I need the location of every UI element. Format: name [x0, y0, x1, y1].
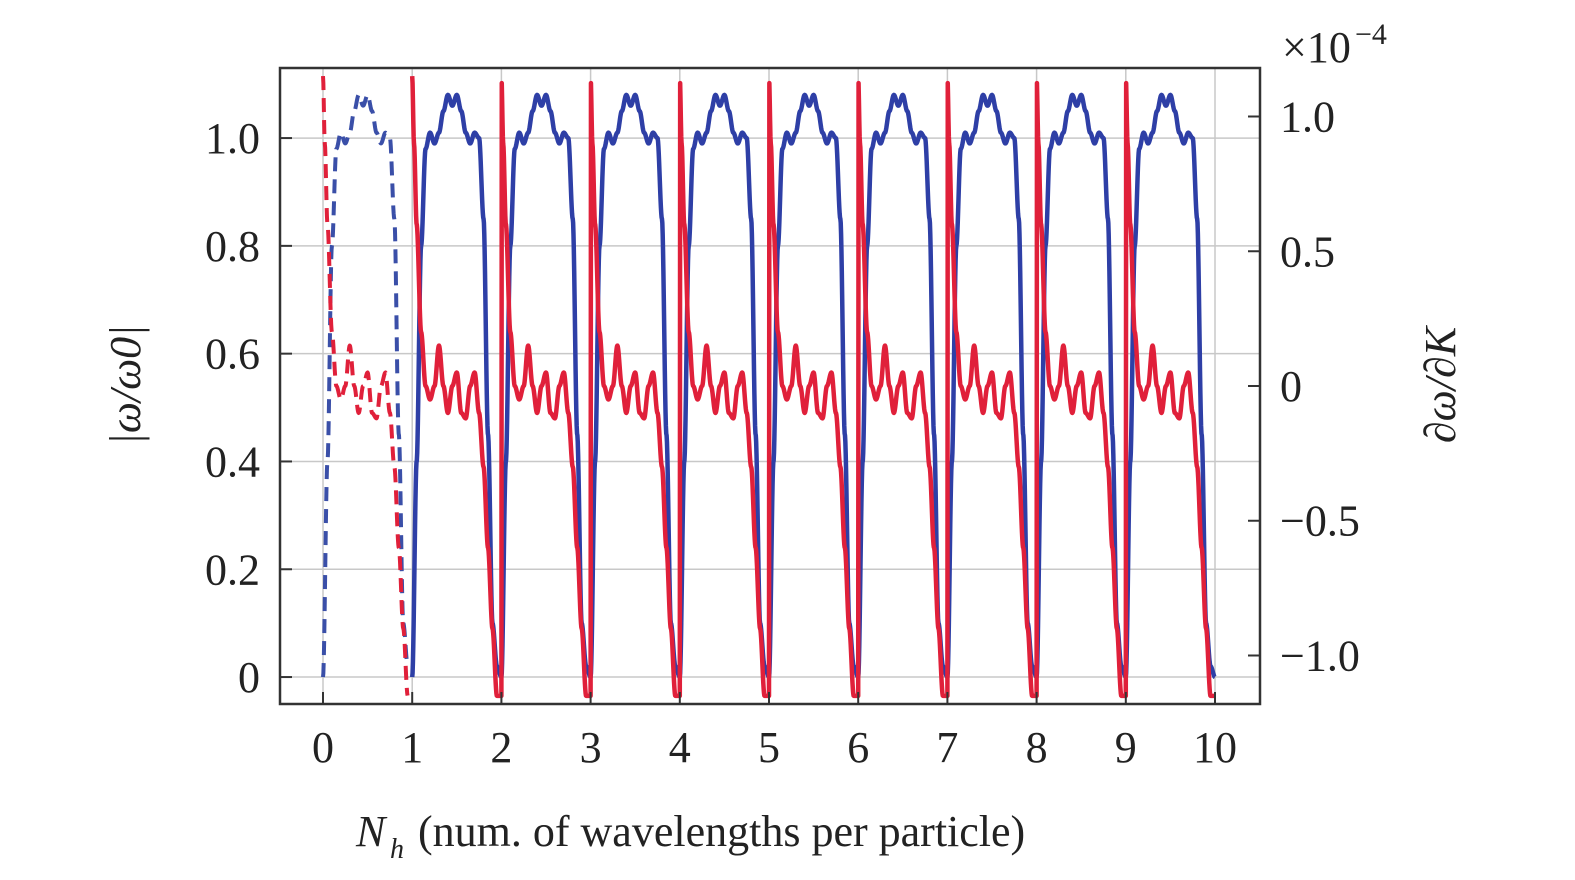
y-right-tick-label: −0.5: [1280, 497, 1360, 546]
y-right-tick-label: 0.5: [1280, 227, 1335, 276]
x-tick-label: 1: [401, 723, 423, 772]
y-left-tick-label: 0.2: [205, 545, 260, 594]
x-tick-label: 7: [936, 723, 958, 772]
right-exponent-base: ×10: [1282, 23, 1351, 72]
series-layer: [321, 75, 1217, 699]
x-tick-label: 4: [669, 723, 691, 772]
y-left-tick-label: 1.0: [205, 114, 260, 163]
x-tick-label: 0: [312, 723, 334, 772]
series-line-left-solid: [409, 92, 1217, 680]
y-right-tick-label: 1.0: [1280, 93, 1335, 142]
x-tick-label: 5: [758, 723, 780, 772]
y-left-tick-label: 0: [238, 653, 260, 702]
x-axis-title-symbol: N: [355, 807, 388, 856]
x-tick-label: 9: [1115, 723, 1137, 772]
series-line-left-dashed: [321, 92, 410, 678]
y-left-tick-label: 0.4: [205, 437, 260, 486]
x-tick-label: 6: [847, 723, 869, 772]
left-axis-title: |ω/ω0|: [101, 325, 150, 446]
y-left-tick-label: 0.6: [205, 330, 260, 379]
series-line-right-solid: [409, 75, 1217, 699]
x-axis-title-subscript: h: [390, 834, 404, 865]
series-line-right-dashed: [321, 75, 410, 696]
x-tick-label: 10: [1193, 723, 1237, 772]
y-right-tick-label: −1.0: [1280, 631, 1360, 680]
x-tick-label: 2: [490, 723, 512, 772]
right-exponent: −4: [1355, 18, 1387, 51]
x-tick-label: 3: [580, 723, 602, 772]
x-axis-title-rest: (num. of wavelengths per particle): [418, 807, 1025, 856]
y-left-tick-label: 0.8: [205, 222, 260, 271]
x-tick-label: 8: [1026, 723, 1048, 772]
tick-layer: 0 1 2 3 4 5 6 7 8 9 10 0 0.2 0.4 0.6 0.8 1.0 −1.0 −0.5 0 0.5…: [205, 93, 1360, 772]
right-axis-title: ∂ω/∂K: [1416, 324, 1465, 443]
y-right-tick-label: 0: [1280, 362, 1302, 411]
